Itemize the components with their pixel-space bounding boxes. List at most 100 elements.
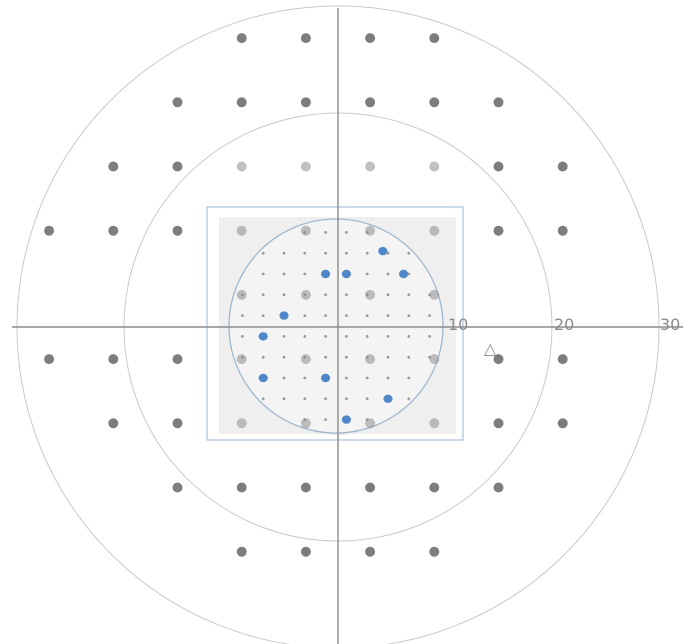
inset-test-point: [300, 418, 311, 429]
test-point: [44, 225, 55, 236]
highlighted-point: [341, 269, 351, 279]
fine-grid-point: [345, 314, 348, 317]
fine-grid-point: [282, 272, 286, 276]
fine-grid-point: [345, 397, 348, 401]
fine-grid-point: [324, 251, 327, 255]
test-point: [557, 225, 568, 236]
highlighted-point: [321, 373, 331, 383]
test-point: [108, 418, 119, 429]
fine-grid-point: [386, 355, 390, 359]
fine-grid-point: [365, 335, 369, 338]
test-point: [300, 33, 311, 44]
fine-grid-point: [386, 335, 390, 338]
inset-test-point: [365, 289, 376, 300]
test-point: [365, 33, 376, 44]
fine-grid-point: [261, 314, 265, 317]
test-point: [493, 418, 504, 429]
highlighted-point: [258, 373, 268, 383]
test-point: [365, 482, 376, 493]
fine-grid-point: [365, 314, 369, 317]
inset-test-point: [429, 354, 440, 365]
fine-grid-point: [324, 335, 327, 338]
fine-grid-point: [365, 376, 369, 380]
inset-test-point: [365, 225, 376, 236]
fine-grid-point: [303, 335, 307, 338]
fine-grid-point: [386, 293, 390, 297]
fine-grid-point: [345, 376, 348, 380]
fine-grid-point: [324, 397, 327, 401]
fine-grid-point: [303, 314, 307, 317]
test-point: [172, 354, 183, 365]
inset-test-point: [300, 354, 311, 365]
test-point: [300, 546, 311, 557]
highlighted-point: [378, 246, 388, 256]
test-point: [236, 482, 247, 493]
fine-grid-point: [386, 314, 390, 317]
fine-grid-point: [261, 355, 265, 359]
outer-test-points: [44, 33, 568, 557]
fine-grid-point: [407, 397, 411, 401]
inset-test-point: [300, 161, 311, 172]
fine-grid-point: [407, 314, 411, 317]
fine-grid-point: [345, 293, 348, 297]
fine-grid-point: [261, 397, 265, 401]
test-point: [172, 482, 183, 493]
fine-grid-point: [407, 376, 411, 380]
test-point: [236, 97, 247, 108]
fine-grid-point: [303, 251, 307, 255]
fine-grid-point: [345, 231, 348, 234]
fine-grid-point: [428, 335, 431, 338]
scale-label-20: 20: [554, 315, 574, 334]
fine-grid-point: [345, 251, 348, 255]
inset-circle: [228, 218, 444, 434]
fine-grid-point: [324, 314, 327, 317]
test-point: [429, 33, 440, 44]
inset-test-point: [429, 289, 440, 300]
test-point: [236, 33, 247, 44]
fine-grid-point: [261, 251, 265, 255]
highlighted-point: [341, 415, 351, 424]
scale-label-10: 10: [448, 315, 468, 334]
test-point: [172, 418, 183, 429]
test-point: [300, 97, 311, 108]
inset-test-point: [236, 289, 247, 300]
test-point: [108, 161, 119, 172]
test-point: [493, 225, 504, 236]
fine-grid-point: [407, 355, 411, 359]
fine-grid-point: [345, 335, 348, 338]
test-point: [493, 97, 504, 108]
inset-test-point: [300, 289, 311, 300]
test-point: [365, 546, 376, 557]
fine-grid-point: [282, 251, 286, 255]
fine-grid-point: [345, 355, 348, 359]
fine-grid-point: [428, 314, 431, 317]
test-point: [493, 161, 504, 172]
test-point: [300, 482, 311, 493]
fine-grid-point: [324, 231, 327, 234]
fine-grid-point: [324, 355, 327, 359]
inset-frame: [206, 206, 464, 441]
fine-grid-point: [324, 293, 327, 297]
fine-grid-point: [386, 251, 390, 255]
test-point: [557, 418, 568, 429]
scale-label-30: 30: [660, 315, 680, 334]
fine-grid-point: [261, 272, 265, 276]
test-point: [493, 354, 504, 365]
inset-test-point: [365, 354, 376, 365]
highlighted-point: [399, 269, 409, 279]
test-point: [172, 225, 183, 236]
fine-grid-point: [282, 397, 286, 401]
fine-grid-point: [282, 376, 286, 380]
test-point: [429, 97, 440, 108]
fine-grid-point: [365, 397, 369, 401]
highlighted-point: [383, 394, 393, 403]
inset-test-point: [236, 225, 247, 236]
inset-test-point: [365, 161, 376, 172]
fine-grid-point: [386, 376, 390, 380]
test-point: [172, 97, 183, 108]
fine-grid-point: [241, 335, 244, 338]
highlighted-point: [279, 311, 289, 320]
test-point: [365, 97, 376, 108]
fine-grid-point: [303, 397, 307, 401]
central-10-degree-inset: [206, 161, 464, 441]
